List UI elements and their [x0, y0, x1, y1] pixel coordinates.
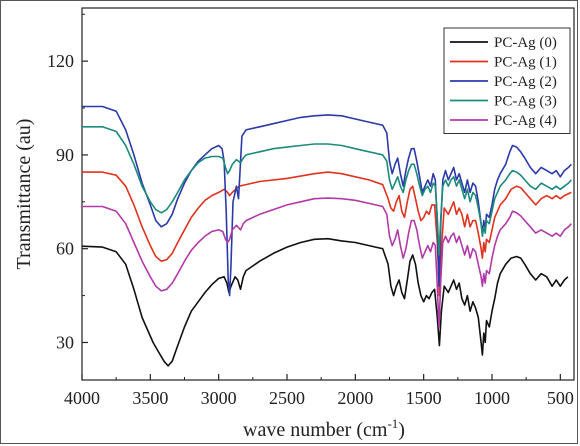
x-axis-label: wave number (cm-1) — [243, 416, 405, 441]
x-tick-label: 500 — [547, 388, 574, 408]
x-tick-label: 2500 — [269, 388, 305, 408]
y-tick-label: 60 — [56, 239, 74, 259]
plot-area — [81, 7, 575, 381]
x-axis-label-main: wave number (cm — [243, 419, 388, 441]
y-tick-label: 120 — [47, 51, 74, 71]
y-axis-label: Transmittance (au) — [13, 119, 35, 270]
series-line-3 — [82, 126, 572, 256]
legend-entry-3: PC-Ag (3) — [494, 94, 557, 110]
x-axis-label-tail: ) — [398, 419, 405, 441]
legend-entry-0: PC-Ag (0) — [494, 35, 557, 51]
axis-ticks: 4000 3500 3000 2500 2000 1500 1000 500 30 60 90 120 — [47, 13, 574, 408]
series-line-2 — [82, 105, 572, 297]
x-tick-label: 3000 — [201, 388, 237, 408]
series-line-1 — [82, 171, 572, 297]
x-tick-label: 2000 — [337, 388, 373, 408]
y-tick-label: 90 — [56, 145, 74, 165]
legend-entry-4: PC-Ag (4) — [494, 113, 557, 129]
series-line-4 — [82, 197, 572, 328]
x-tick-label: 3500 — [132, 388, 168, 408]
series-line-0 — [81, 237, 569, 367]
legend: PC-Ag (0) PC-Ag (1) PC-Ag (2) PC-Ag (3) PC-A… — [443, 27, 571, 134]
y-tick-label: 30 — [56, 332, 74, 352]
series-group — [81, 105, 572, 367]
legend-entry-2: PC-Ag (2) — [494, 74, 557, 90]
legend-entry-1: PC-Ag (1) — [494, 55, 557, 71]
x-tick-label: 1000 — [474, 388, 510, 408]
x-tick-label: 1500 — [406, 388, 442, 408]
x-axis-label-superscript: -1 — [387, 416, 398, 431]
x-tick-label: 4000 — [64, 388, 100, 408]
